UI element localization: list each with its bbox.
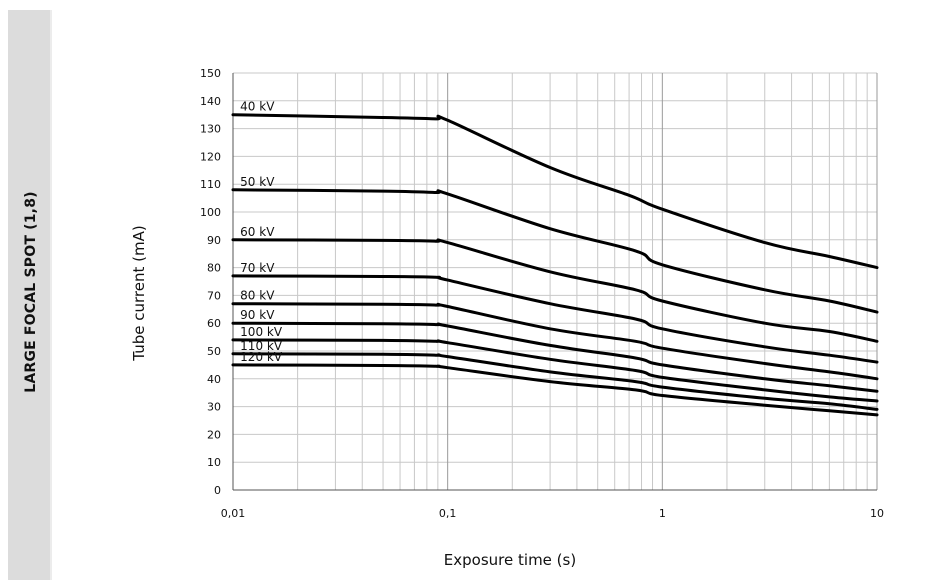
y-tick-label: 30 [207, 401, 221, 414]
x-tick-label: 10 [870, 507, 884, 520]
series-line [231, 338, 879, 403]
x-tick-label: 0,01 [221, 507, 246, 520]
series-line [231, 363, 879, 417]
side-band-edge [50, 10, 52, 580]
series-line [231, 113, 879, 270]
y-tick-label: 120 [200, 150, 221, 163]
series-label: 90 kV [240, 308, 275, 322]
y-tick-label: 150 [200, 67, 221, 80]
y-tick-label: 100 [200, 206, 221, 219]
series-line [231, 352, 879, 411]
y-tick-label: 60 [207, 317, 221, 330]
series-line [231, 274, 879, 364]
x-tick-label: 1 [659, 507, 666, 520]
series-label: 70 kV [240, 261, 275, 275]
y-tick-label: 20 [207, 428, 221, 441]
y-tick-label: 90 [207, 234, 221, 247]
x-axis-title: Exposure time (s) [443, 551, 577, 569]
y-tick-label: 0 [214, 484, 221, 497]
series-label: 50 kV [240, 175, 275, 189]
y-tick-label: 10 [207, 456, 221, 469]
series-labels: 40 kV 50 kV 60 kV 70 kV 80 kV 90 kV 100 kV110 … [240, 100, 283, 364]
y-tick-label: 140 [200, 95, 221, 108]
series-label: 80 kV [240, 289, 275, 303]
y-tick-label: 130 [200, 123, 221, 136]
series-label: 120 kV [240, 350, 283, 364]
y-tick-label: 70 [207, 289, 221, 302]
y-tick-label: 40 [207, 373, 221, 386]
series-line [231, 302, 879, 381]
side-band [8, 10, 50, 580]
series-line [231, 321, 879, 393]
y-tick-label: 80 [207, 262, 221, 275]
x-tick-label: 0,1 [439, 507, 457, 520]
series-line [231, 188, 879, 314]
y-tick-label: 50 [207, 345, 221, 358]
series-label: 110 kV [240, 339, 283, 353]
series-label: 100 kV [240, 325, 283, 339]
series-lines [231, 113, 879, 417]
grid [232, 72, 878, 491]
series-label: 40 kV [240, 100, 275, 114]
y-tick-label: 110 [200, 178, 221, 191]
tick-labels: 01020304050607080901001101201301401500,0… [200, 67, 884, 520]
series-label: 60 kV [240, 225, 275, 239]
series-line [231, 238, 879, 343]
